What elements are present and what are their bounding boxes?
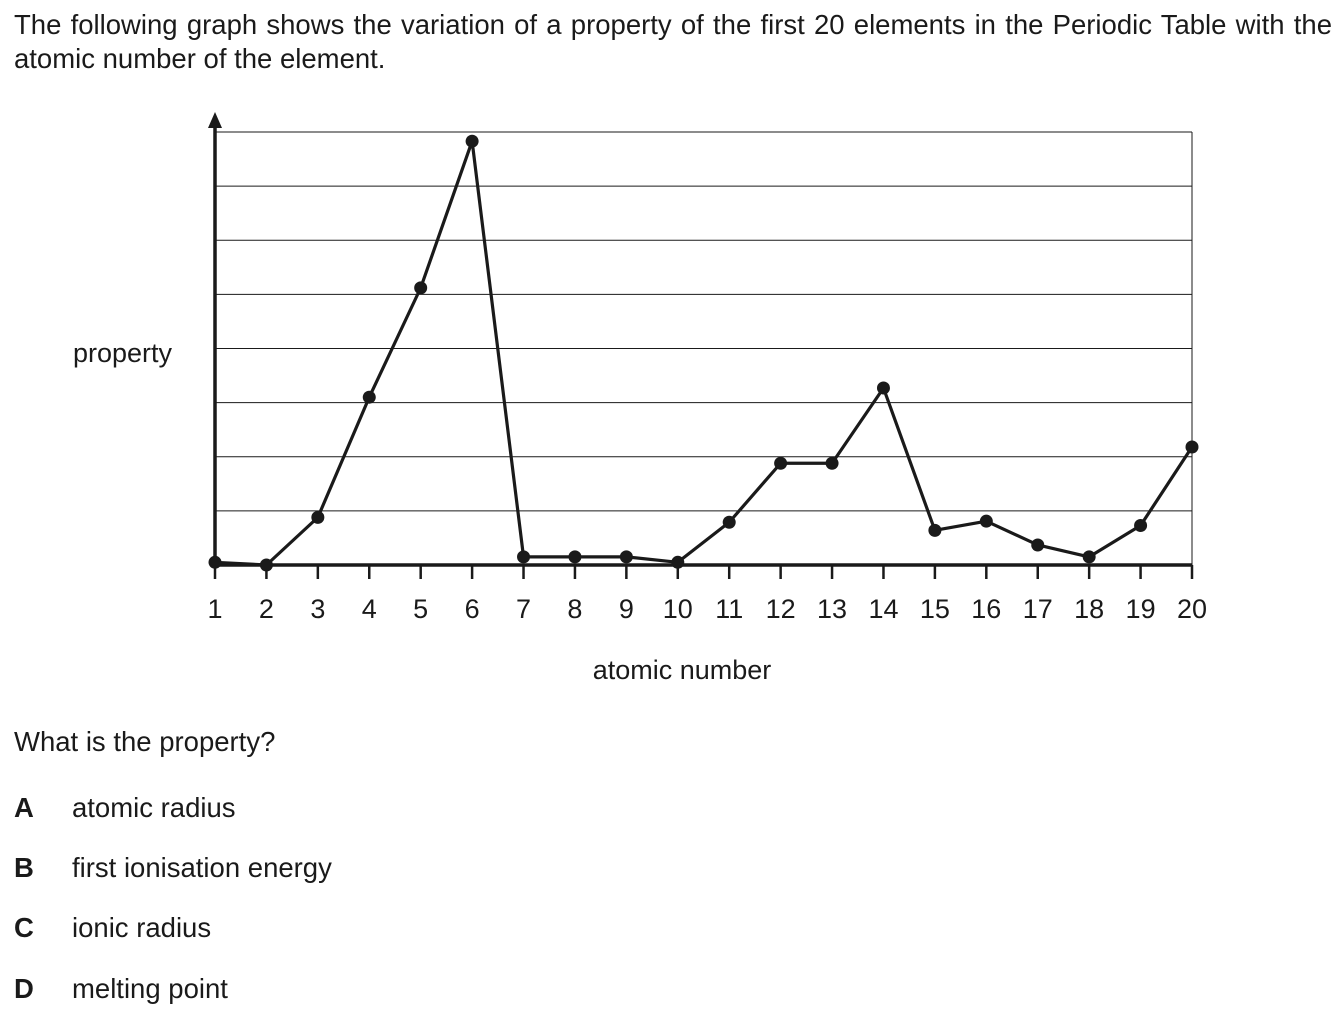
series-line [214, 139, 1194, 567]
data-point [568, 550, 582, 564]
option-text: atomic radius [72, 792, 236, 823]
option-letter: B [14, 852, 34, 883]
x-tick-label: 13 [817, 594, 847, 624]
x-tick-label: 10 [663, 594, 693, 624]
x-axis-ticks: 1 2 3 4 5 6 7 8 9 10 11 12 13 14 15 16 17 18 19 20 [207, 565, 1207, 624]
x-tick-label: 12 [766, 594, 796, 624]
x-tick-label: 8 [567, 594, 582, 624]
x-tick-label: 19 [1126, 594, 1156, 624]
x-tick-label: 5 [413, 594, 428, 624]
question-text: What is the property? [14, 726, 276, 757]
x-tick-label: 7 [516, 594, 531, 624]
data-point [671, 555, 685, 569]
x-tick-label: 11 [715, 594, 743, 624]
data-point [1082, 550, 1096, 564]
data-point [1134, 518, 1148, 532]
data-point [1185, 440, 1199, 454]
data-point [774, 456, 788, 470]
x-tick-label: 16 [971, 594, 1001, 624]
data-point [517, 550, 531, 564]
data-point [414, 281, 428, 295]
option-letter: D [14, 973, 34, 1004]
x-tick-label: 6 [465, 594, 480, 624]
option-letter: A [14, 792, 34, 823]
data-point [876, 381, 890, 395]
y-axis-arrowhead [208, 112, 222, 128]
data-point [1031, 538, 1045, 552]
data-point [928, 523, 942, 537]
chart-axes [208, 112, 1192, 567]
data-point [259, 558, 273, 572]
x-tick-label: 18 [1074, 594, 1104, 624]
data-point [979, 514, 993, 528]
option-text: ionic radius [72, 912, 212, 943]
series-points [208, 134, 1199, 572]
data-point [722, 515, 736, 529]
x-axis-label: atomic number [593, 655, 772, 685]
data-point [619, 550, 633, 564]
x-tick-label: 20 [1177, 594, 1207, 624]
y-axis-label: property [73, 338, 173, 368]
x-tick-label: 15 [920, 594, 950, 624]
data-point [362, 390, 376, 404]
option-text: melting point [72, 973, 228, 1004]
x-tick-label: 1 [207, 594, 222, 624]
option-text: first ionisation energy [72, 852, 332, 883]
x-tick-label: 4 [362, 594, 377, 624]
question-intro: The following graph shows the variation … [14, 9, 1332, 74]
chart-gridlines [215, 131, 1193, 565]
option-letter: C [14, 912, 34, 943]
x-tick-label: 3 [310, 594, 325, 624]
x-tick-label: 2 [259, 594, 274, 624]
data-point [311, 510, 325, 524]
x-tick-label: 9 [619, 594, 634, 624]
x-tick-label: 17 [1023, 594, 1053, 624]
data-point [465, 134, 479, 148]
line-chart: 1 2 3 4 5 6 7 8 9 10 11 12 13 14 15 16 17 18 19 20 property… [73, 112, 1207, 685]
data-point [208, 555, 222, 569]
data-point [825, 456, 839, 470]
x-tick-label: 14 [868, 594, 898, 624]
